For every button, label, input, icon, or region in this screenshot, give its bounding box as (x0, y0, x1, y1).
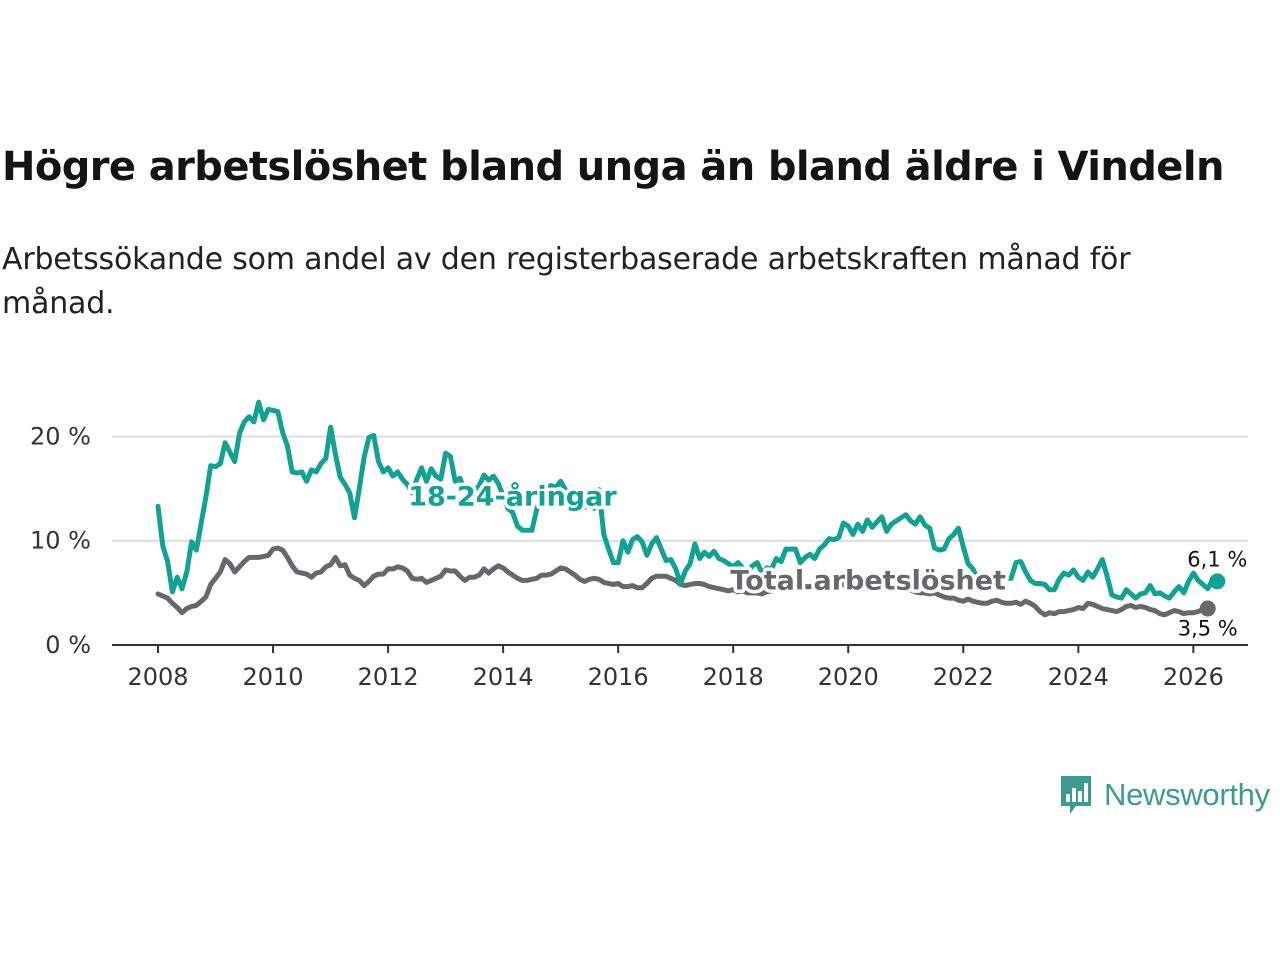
series-line-total (155, 545, 1211, 618)
x-tick-label: 2018 (703, 663, 764, 691)
series-labels: 18-24-åringar Total arbetslöshet 6,1 % 3,5 … (405, 477, 1250, 643)
series-line-youth (155, 399, 1220, 601)
x-tick-label: 2012 (358, 663, 419, 691)
series-label-total: Total arbetslöshet (730, 566, 1006, 597)
x-tick-label: 2010 (243, 663, 304, 691)
bar-chart-icon (1061, 776, 1091, 814)
chart-subtitle: Arbetssökande som andel av den registerb… (2, 242, 1131, 321)
end-label-youth: 6,1 % (1187, 547, 1247, 571)
x-tick-label: 2016 (588, 663, 649, 691)
gridlines (112, 435, 1248, 542)
x-axis: 2008 2010 2012 2014 2016 2018 2020 2022 2024 2026 (112, 644, 1248, 691)
y-tick-label: 0 % (45, 631, 91, 659)
end-point-total (1199, 600, 1216, 617)
x-tick-label: 2020 (818, 663, 879, 691)
x-tick-label: 2026 (1163, 663, 1224, 691)
y-tick-label: 20 % (30, 422, 91, 450)
y-tick-label: 10 % (30, 527, 91, 555)
newsworthy-logo[interactable]: Newsworthy (1058, 772, 1280, 818)
series-lines (155, 399, 1226, 618)
y-axis: 0 % 10 % 20 % (30, 422, 91, 659)
end-point-youth (1209, 573, 1226, 590)
brand-name: Newsworthy (1104, 777, 1270, 812)
x-tick-label: 2008 (127, 663, 188, 691)
line-chart: 0 % 10 % 20 % 2008 2010 2012 2014 2016 2018 2020… (30, 399, 1250, 691)
x-tick-label: 2022 (933, 663, 994, 691)
x-tick-label: 2014 (473, 663, 534, 691)
x-tick-label: 2024 (1048, 663, 1109, 691)
series-label-youth: 18-24-åringar (408, 480, 617, 512)
end-label-total: 3,5 % (1178, 617, 1238, 641)
chart-title: Högre arbetslöshet bland unga än bland ä… (2, 144, 1224, 190)
